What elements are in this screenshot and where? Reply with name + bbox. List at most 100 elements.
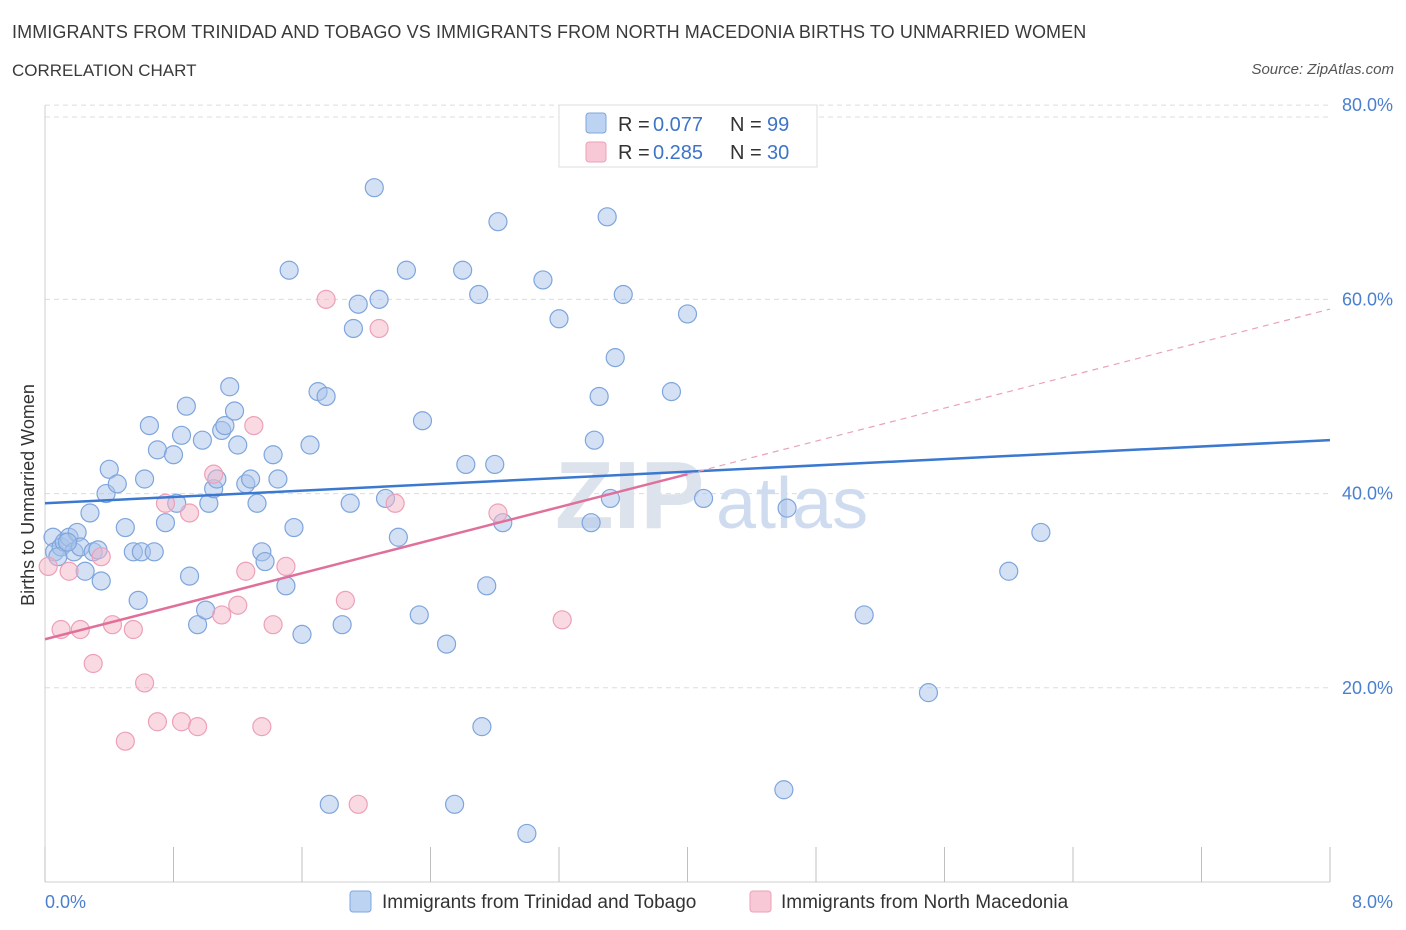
series-2-point-23 (316, 289, 336, 309)
series-1-point-37 (228, 435, 248, 455)
series-2-point-20 (252, 717, 272, 737)
series-1-point-39 (241, 469, 261, 489)
series-2-point-17 (228, 595, 248, 615)
series-2-point-13 (179, 503, 200, 523)
series-2-point-15 (204, 464, 224, 484)
series-1-point-79 (584, 430, 604, 450)
series-1-point-27 (179, 566, 200, 586)
watermark-zip: ZIP (555, 442, 704, 549)
legend-r-value-1: 0.077 (653, 114, 703, 136)
series-1-point-20 (144, 542, 164, 562)
series-1-point-46 (279, 260, 299, 280)
y-tick-label-20: 20.0% (1342, 678, 1393, 698)
series-1-point-49 (300, 435, 320, 455)
series-1-point-11 (91, 571, 111, 591)
chart-subtitle: CORRELATION CHART (12, 61, 197, 80)
series-legend-label-2: Immigrants from North Macedonia (781, 892, 1069, 913)
y-tick-label-40: 40.0% (1342, 484, 1393, 504)
series-2-point-9 (134, 673, 155, 693)
series-legend: Immigrants from Trinidad and Tobago Immi… (349, 890, 1069, 913)
series-1-point-69 (472, 717, 492, 737)
series-1-point-35 (220, 377, 240, 397)
series-1-point-78 (581, 513, 601, 533)
series-1-point-54 (340, 493, 360, 513)
series-1-point-85 (661, 382, 682, 402)
series-1-point-63 (412, 411, 433, 431)
series-1-point-76 (549, 309, 569, 329)
series-1-point-19 (139, 415, 160, 436)
series-1-point-53 (332, 615, 352, 635)
series-1-point-48 (292, 624, 312, 644)
series-1-point-87 (693, 488, 714, 509)
series-2-point-27 (385, 493, 405, 513)
data-points (38, 129, 1051, 844)
series-1-point-81 (597, 207, 617, 227)
series-1-point-52 (319, 794, 339, 814)
series-1-point-13 (99, 459, 119, 479)
series-2-point-7 (115, 731, 135, 751)
series-1-point-23 (163, 445, 184, 465)
series-1-point-88 (774, 780, 794, 800)
series-1-point-98 (196, 600, 216, 620)
series-2-point-28 (488, 503, 508, 523)
series-1-point-92 (999, 561, 1019, 581)
series-1-point-36 (224, 401, 245, 421)
series-2-point-24 (335, 590, 355, 610)
series-1-point-60 (388, 527, 408, 547)
legend-swatch-blue (585, 112, 607, 134)
series-1-point-64 (436, 634, 457, 654)
series-1-point-18 (134, 469, 155, 489)
chart-title: IMMIGRANTS FROM TRINIDAD AND TOBAGO VS I… (12, 22, 1087, 42)
series-2-point-2 (59, 561, 79, 581)
series-1-point-29 (192, 430, 213, 450)
series-1-point-28 (187, 615, 208, 635)
series-1-point-84 (613, 284, 633, 305)
series-1-point-68 (469, 284, 489, 305)
series-1-point-61 (396, 260, 417, 280)
series-1-point-56 (348, 294, 368, 314)
series-legend-swatch-1 (349, 890, 372, 913)
series-1-point-44 (268, 469, 288, 489)
legend-n-label-2: N = (730, 142, 762, 164)
series-2-point-29 (552, 610, 572, 630)
series-2-point-19 (244, 415, 264, 436)
source-credit: Source: ZipAtlas.com (1251, 61, 1394, 78)
series-1-point-9 (80, 503, 100, 523)
series-1-point-42 (255, 551, 275, 572)
series-2-point-21 (263, 615, 283, 635)
legend-n-value-1: 99 (767, 114, 789, 136)
series-1-point-86 (677, 304, 698, 324)
series-2-point-5 (91, 547, 111, 567)
trend-line-series-1 (44, 438, 1331, 505)
series-1-point-70 (477, 576, 497, 596)
legend-r-label-2: R = (618, 142, 650, 164)
series-2-point-18 (236, 561, 256, 581)
series-1-point-8 (75, 561, 95, 581)
series-1-point-90 (854, 605, 874, 625)
series-1-point-55 (343, 318, 363, 339)
series-1-point-95 (57, 532, 78, 552)
trend-line-series-2-extension (687, 308, 1331, 475)
series-1-point-65 (444, 794, 465, 814)
stats-legend: R = 0.077 N = 99 R = 0.285 N = 30 (558, 104, 818, 168)
series-1-point-34 (215, 415, 235, 436)
series-1-point-91 (918, 683, 939, 703)
series-1-point-83 (605, 348, 625, 368)
series-1-point-97 (128, 590, 148, 610)
legend-n-value-2: 30 (767, 142, 789, 164)
series-1-point-62 (409, 605, 429, 625)
series-1-point-25 (171, 425, 192, 445)
legend-r-label-1: R = (618, 114, 650, 136)
series-1-point-57 (364, 178, 384, 198)
series-2-point-14 (187, 717, 208, 737)
series-2-point-26 (369, 318, 389, 339)
series-1-point-43 (263, 445, 283, 465)
series-1-point-58 (369, 289, 389, 309)
legend-r-value-2: 0.285 (653, 142, 703, 164)
series-2-point-16 (212, 605, 232, 625)
series-1-point-22 (155, 513, 176, 533)
series-1-point-66 (453, 260, 473, 280)
series-2-point-22 (276, 556, 296, 577)
series-2-point-0 (38, 556, 58, 577)
